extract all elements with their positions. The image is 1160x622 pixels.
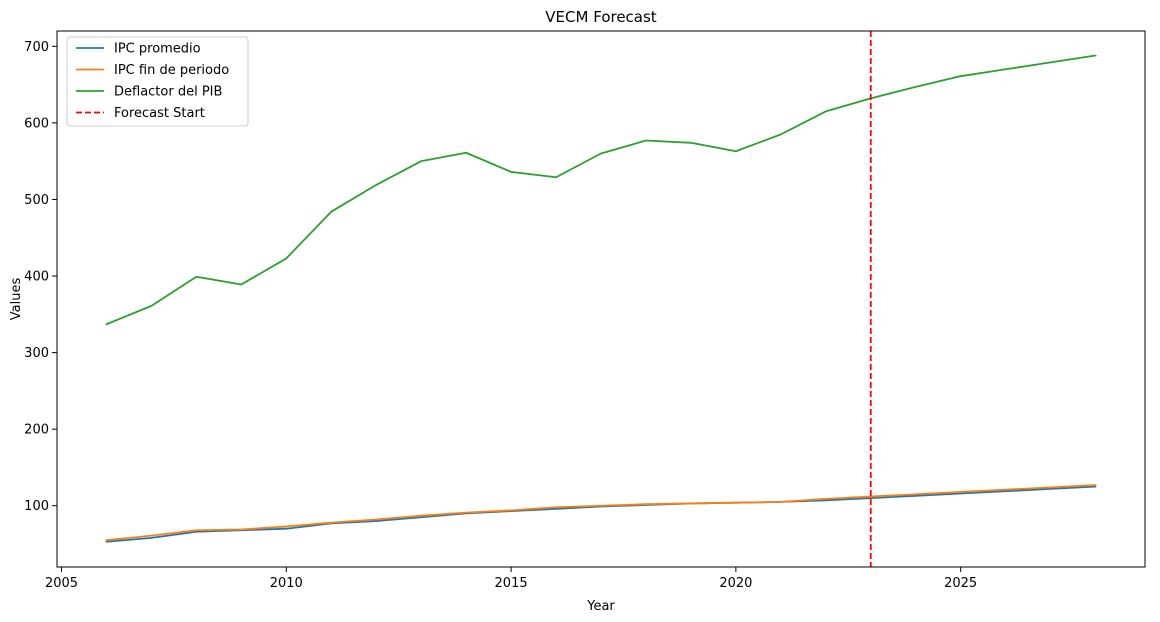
- y-tick-label: 200: [24, 423, 49, 438]
- y-tick-label: 700: [24, 40, 49, 55]
- y-tick-label: 500: [24, 193, 49, 208]
- series-line-1: [105, 485, 1097, 543]
- x-axis-title: Year: [586, 599, 615, 614]
- x-tick-label: 2010: [270, 576, 303, 591]
- x-tick-label: 2015: [495, 576, 528, 591]
- x-tick-label: 2020: [719, 576, 752, 591]
- x-tick-label: 2025: [944, 576, 977, 591]
- y-axis-title: Values: [9, 278, 24, 321]
- series-line-2: [105, 484, 1097, 542]
- chart-title: VECM Forecast: [545, 8, 657, 26]
- plot-area: 2005 2010 2015 2020 2025 100 200 300 400 500 600 70…: [24, 30, 1146, 591]
- legend-label: Forecast Start: [114, 106, 205, 121]
- y-tick-label: 400: [24, 270, 49, 285]
- legend-box: [66, 36, 249, 127]
- legend-label: IPC promedio: [114, 42, 201, 57]
- x-tick-label: 2005: [45, 576, 78, 591]
- y-tick-label: 100: [24, 499, 49, 514]
- plot-frame: [56, 30, 1146, 568]
- y-tick-label: 300: [24, 346, 49, 361]
- y-tick-label: 600: [24, 116, 49, 131]
- legend-label: Deflactor del PIB: [114, 85, 222, 100]
- legend-label: IPC fin de periodo: [114, 63, 229, 78]
- legend: IPC promedio IPC fin de periodo Deflactor …: [66, 36, 249, 127]
- series-line-3: [105, 54, 1097, 326]
